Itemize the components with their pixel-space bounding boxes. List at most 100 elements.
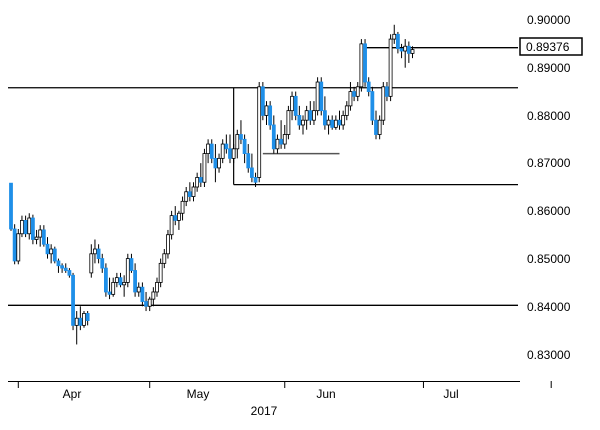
- candle-body-down: [224, 143, 229, 150]
- candle-body-up: [38, 229, 43, 238]
- x-month-label-may: May: [187, 387, 210, 401]
- candle-body-up: [348, 91, 353, 107]
- candle-body-up: [301, 119, 305, 126]
- x-month-label-jun: Jun: [316, 387, 335, 401]
- candle-body-down: [319, 81, 324, 112]
- candle-body-up: [381, 86, 386, 121]
- candle-body-down: [293, 95, 298, 116]
- candle-body-down: [246, 153, 251, 169]
- candle-body-down: [144, 301, 148, 307]
- candle-body-up: [341, 115, 346, 126]
- candle-body-up: [114, 277, 119, 283]
- candle-body-down: [322, 110, 327, 126]
- candle-body-down: [12, 228, 17, 262]
- y-axis: 0.90000 0.89000 0.88000 0.87000 0.86000 …: [527, 13, 571, 362]
- candle-body-down: [399, 48, 404, 52]
- candle-body-up: [136, 286, 141, 293]
- y-tick-label: 0.88000: [527, 109, 571, 123]
- candle-body-up: [20, 219, 24, 235]
- candle-body-down: [198, 177, 203, 183]
- candle-body-down: [271, 124, 276, 150]
- candle-body-down: [9, 182, 13, 230]
- candle-body-up: [89, 253, 94, 274]
- candle-body-up: [162, 253, 167, 264]
- candle-body-down: [78, 317, 83, 326]
- candle-body-up: [326, 119, 331, 126]
- candle-body-down: [297, 115, 302, 126]
- candle-body-up: [403, 45, 408, 52]
- candle-body-up: [220, 143, 225, 159]
- candle-body-down: [140, 286, 145, 302]
- candle-body-down: [260, 86, 265, 116]
- x-year-label: 2017: [251, 404, 278, 418]
- candle-body-up: [206, 143, 211, 155]
- candle-body-down: [239, 134, 243, 140]
- candle-body-up: [315, 81, 320, 112]
- current-price-box: [519, 37, 583, 56]
- candle-body-down: [249, 167, 254, 178]
- candle-body-down: [228, 148, 232, 159]
- candle-body-down: [85, 313, 90, 322]
- candle-body-down: [385, 86, 389, 97]
- candle-body-down: [187, 191, 192, 197]
- candle-body-down: [118, 277, 123, 286]
- candle-body-up: [155, 282, 159, 293]
- candle-body-down: [242, 138, 247, 155]
- candle-body-up: [82, 313, 86, 326]
- candle-body-up: [388, 38, 393, 97]
- candle-body-up: [410, 49, 415, 54]
- candle-body-down: [370, 91, 375, 121]
- candle-body-up: [166, 234, 170, 255]
- candle-body-up: [158, 262, 163, 283]
- candle-body-up: [257, 86, 262, 178]
- candle-body-up: [231, 148, 236, 159]
- candle-body-up: [333, 119, 338, 128]
- candle-body-up: [377, 119, 382, 135]
- y-tick-label: 0.90000: [527, 13, 571, 27]
- candle-body-down: [173, 215, 178, 221]
- candle-body-up: [312, 110, 316, 121]
- x-month-label-jul: Jul: [443, 387, 458, 401]
- candle-body-down: [41, 229, 46, 245]
- candle-body-down: [308, 110, 313, 121]
- candle-body-up: [344, 105, 349, 116]
- candle-body-up: [392, 33, 397, 40]
- candle-body-up: [125, 258, 130, 283]
- candle-body-down: [100, 258, 105, 269]
- candle-body-up: [27, 217, 32, 235]
- candle-body-down: [406, 45, 411, 54]
- candle-body-up: [202, 153, 207, 183]
- candle-body-up: [180, 200, 185, 214]
- candles-group: [9, 24, 415, 345]
- candle-body-down: [352, 91, 357, 97]
- candle-body-up: [176, 212, 181, 221]
- candle-body-up: [304, 110, 309, 121]
- candle-body-up: [151, 291, 156, 300]
- x-ticks-group: [17, 381, 552, 388]
- candle-body-down: [330, 119, 335, 128]
- candle-body-down: [133, 270, 138, 293]
- candle-body-down: [366, 81, 371, 92]
- candle-body-up: [282, 134, 287, 145]
- y-tick-label: 0.83000: [527, 348, 571, 362]
- candle-body-down: [253, 177, 258, 183]
- candle-body-down: [363, 43, 367, 83]
- candle-body-up: [286, 110, 291, 135]
- candle-body-down: [104, 267, 108, 293]
- current-price-label: 0.89376: [526, 40, 570, 54]
- candle-body-down: [213, 157, 218, 169]
- candle-body-down: [129, 258, 134, 271]
- candle-body-up: [235, 134, 240, 150]
- candle-body-down: [63, 267, 68, 271]
- candle-body-up: [195, 177, 200, 188]
- candle-body-up: [169, 215, 174, 236]
- candle-body-down: [52, 248, 57, 262]
- candle-body-up: [264, 105, 269, 116]
- candle-body-down: [337, 119, 342, 126]
- y-tick-label: 0.84000: [527, 300, 571, 314]
- candle-body-down: [56, 260, 61, 267]
- candle-body-up: [49, 248, 54, 255]
- candle-body-up: [191, 186, 196, 197]
- candle-body-up: [122, 282, 127, 286]
- candle-body-up: [217, 157, 221, 169]
